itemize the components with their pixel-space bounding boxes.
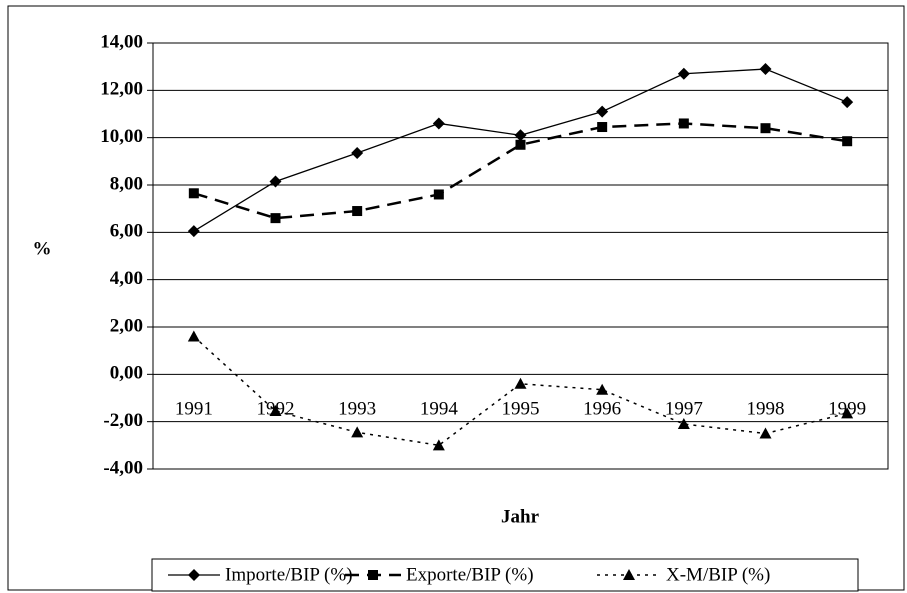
y-tick-label: 4,00 <box>110 268 143 289</box>
marker-square <box>433 189 444 200</box>
marker-square <box>597 122 608 133</box>
marker-square <box>760 123 771 134</box>
y-tick-label: -4,00 <box>103 457 143 478</box>
marker-diamond <box>759 63 772 76</box>
marker-triangle <box>187 330 200 342</box>
x-tick-label: 1993 <box>338 398 376 419</box>
marker-triangle <box>596 383 609 395</box>
y-axis-label: % <box>33 238 52 259</box>
marker-square <box>352 206 363 217</box>
series-line <box>193 335 848 447</box>
legend-label: X-M/BIP (%) <box>666 564 770 585</box>
marker-triangle <box>759 427 772 439</box>
x-tick-label: 1991 <box>175 398 213 419</box>
marker-triangle <box>623 569 635 580</box>
y-tick-label: 10,00 <box>100 126 143 147</box>
marker-diamond <box>187 225 200 238</box>
y-tick-label: 0,00 <box>110 363 143 384</box>
x-axis-label: Jahr <box>501 506 540 527</box>
marker-diamond <box>514 129 527 142</box>
marker-diamond <box>432 117 445 130</box>
x-tick-label: 1996 <box>583 398 621 419</box>
marker-diamond <box>841 96 854 109</box>
legend-label: Importe/BIP (%) <box>225 564 353 585</box>
legend-label: Exporte/BIP (%) <box>406 564 534 585</box>
marker-square <box>515 139 526 150</box>
marker-diamond <box>677 67 690 80</box>
marker-triangle <box>677 418 690 430</box>
marker-square <box>188 188 199 199</box>
marker-triangle <box>351 426 364 438</box>
x-tick-label: 1995 <box>502 398 540 419</box>
marker-square <box>842 136 853 147</box>
x-tick-label: 1998 <box>747 398 785 419</box>
marker-triangle <box>432 439 445 451</box>
y-tick-label: 2,00 <box>110 315 143 336</box>
marker-square <box>368 570 378 580</box>
marker-diamond <box>269 175 282 188</box>
marker-triangle <box>514 377 527 389</box>
marker-square <box>678 118 689 129</box>
marker-triangle <box>841 407 854 419</box>
marker-diamond <box>596 105 609 118</box>
marker-square <box>270 213 281 224</box>
legend-box <box>151 558 859 592</box>
y-tick-label: 8,00 <box>110 173 143 194</box>
y-tick-label: 12,00 <box>100 79 143 100</box>
marker-triangle <box>269 405 282 417</box>
series-line <box>193 122 848 220</box>
x-tick-label: 1994 <box>420 398 459 419</box>
x-tick-label: 1997 <box>665 398 703 419</box>
y-tick-label: 14,00 <box>100 31 143 52</box>
marker-diamond <box>351 147 364 160</box>
marker-diamond <box>188 569 200 581</box>
y-tick-label: -2,00 <box>103 410 143 431</box>
y-tick-label: 6,00 <box>110 221 143 242</box>
